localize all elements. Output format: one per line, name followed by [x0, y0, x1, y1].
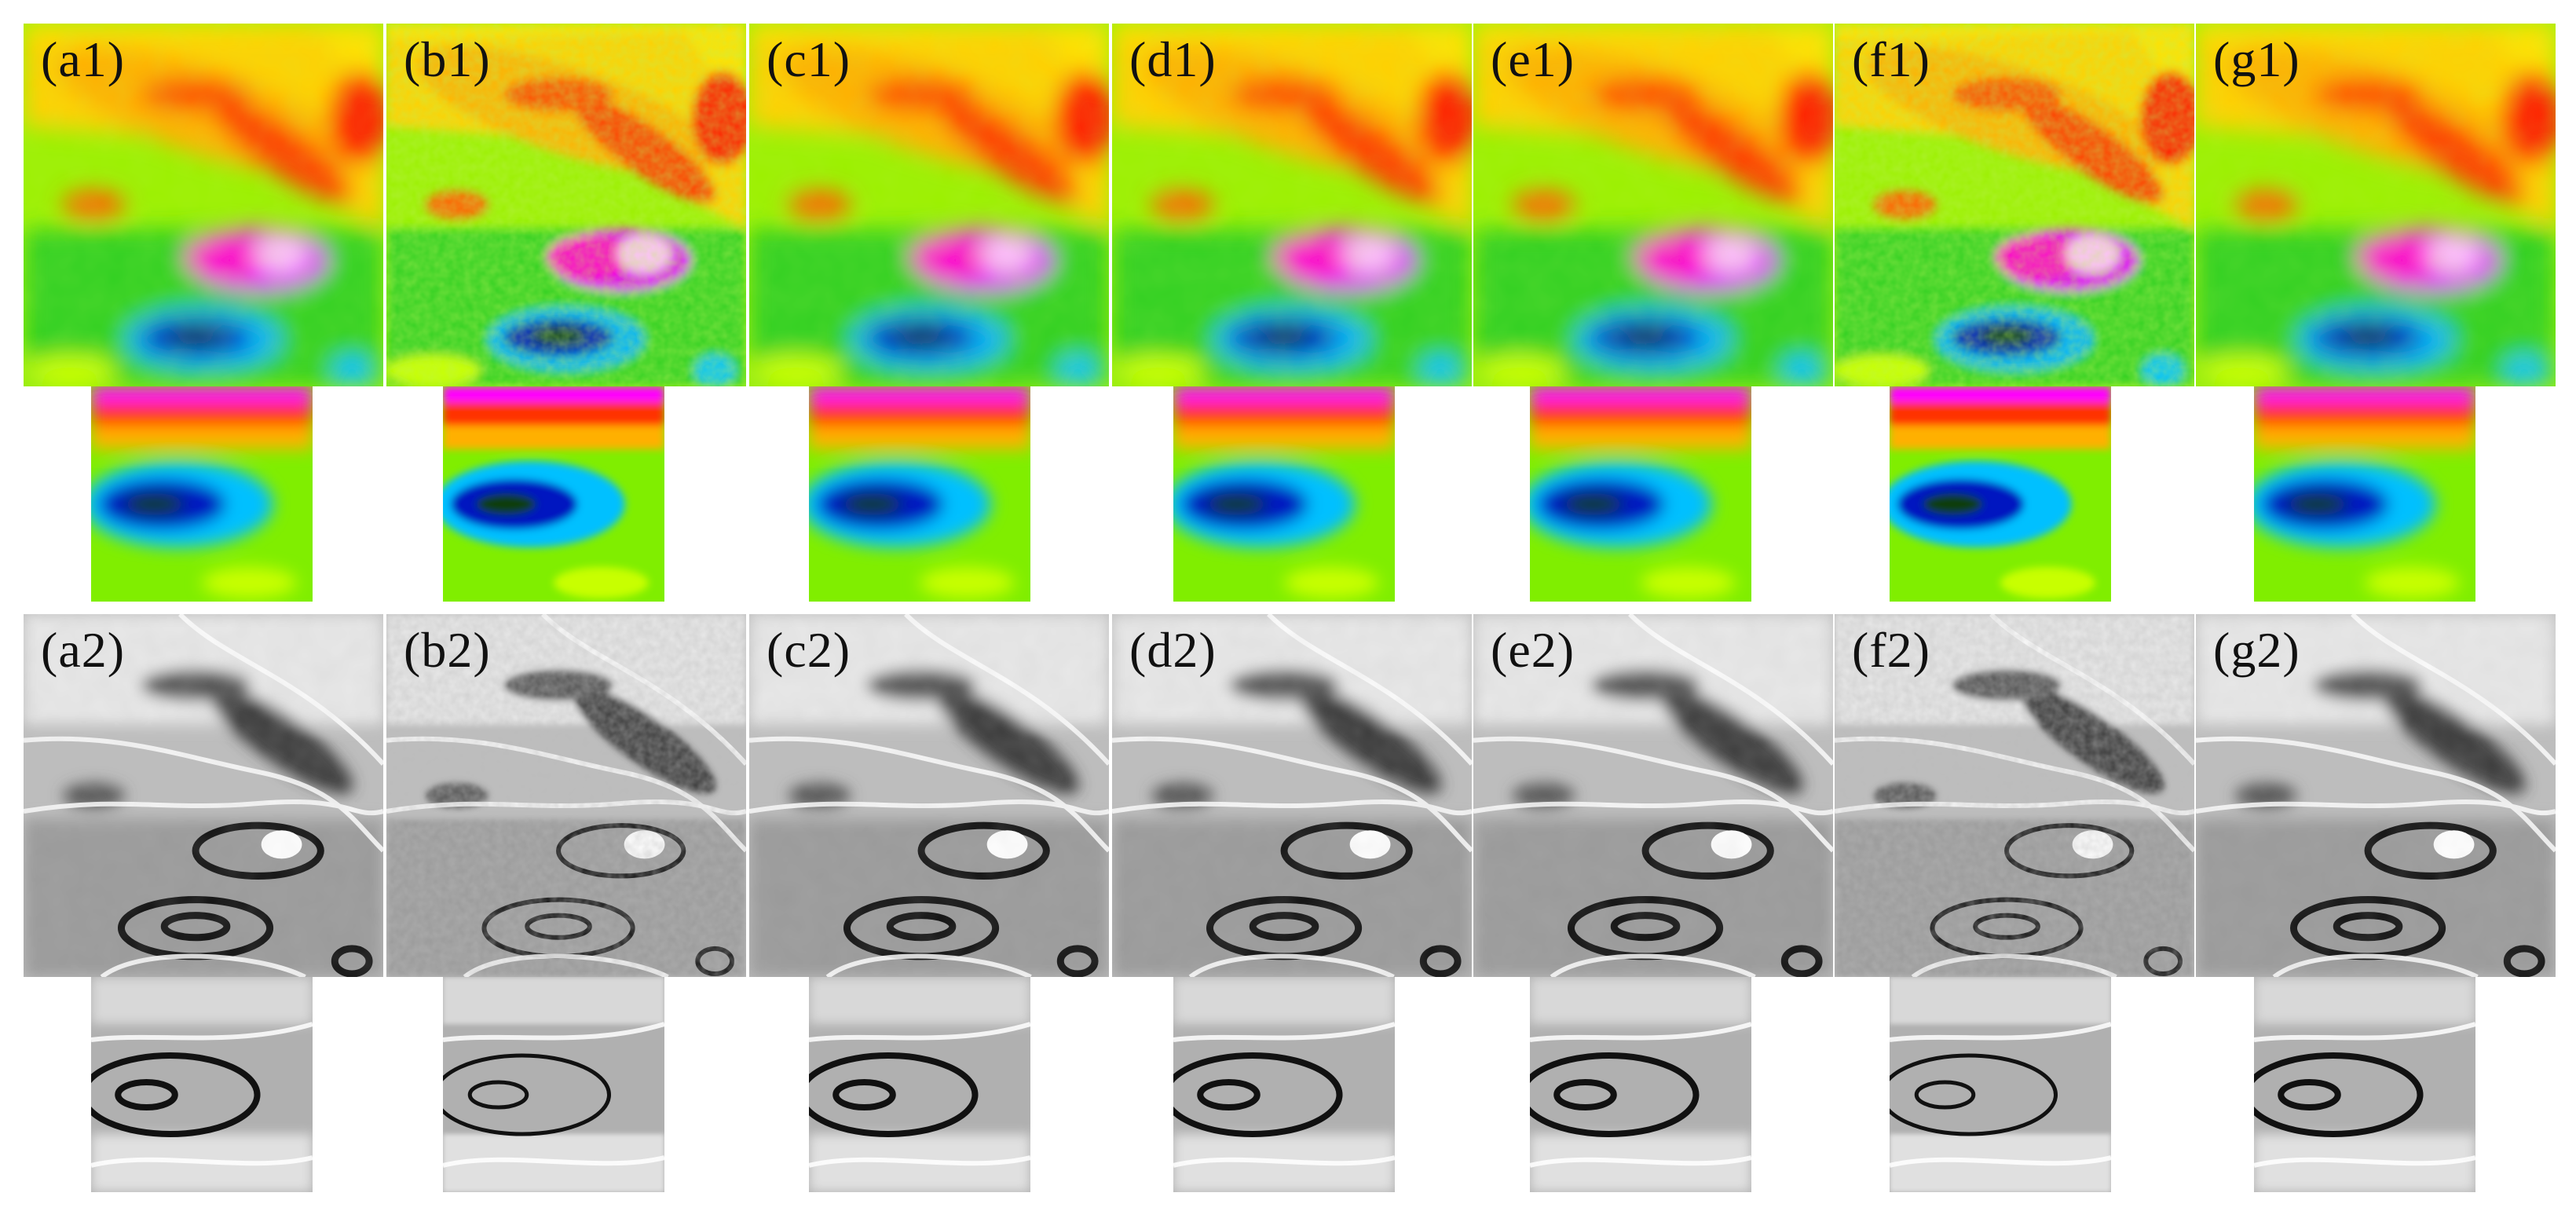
inset-f1 — [1890, 386, 2111, 602]
inset-a1 — [91, 386, 313, 602]
panel-label: (b1) — [404, 31, 491, 87]
inset-a2 — [91, 977, 313, 1192]
panel-c2: (c2) — [749, 614, 1109, 977]
panel-label: (c1) — [767, 31, 851, 87]
panel-label: (a2) — [41, 622, 126, 678]
panel-f1: (f1) — [1835, 24, 2194, 386]
panel-label: (g2) — [2213, 622, 2300, 678]
panel-label: (g1) — [2213, 31, 2300, 87]
panel-label: (f1) — [1852, 31, 1930, 87]
inset-e2 — [1530, 977, 1751, 1192]
panel-label: (f2) — [1852, 622, 1930, 678]
inset-g2 — [2254, 977, 2475, 1192]
panel-label: (b2) — [404, 622, 491, 678]
inset-f2 — [1890, 977, 2111, 1192]
inset-c2 — [809, 977, 1030, 1192]
inset-b1 — [443, 386, 664, 602]
panel-b2: (b2) — [386, 614, 746, 977]
panel-c1: (c1) — [749, 24, 1109, 386]
panel-label: (d2) — [1129, 622, 1217, 678]
panel-g2: (g2) — [2196, 614, 2556, 977]
panel-f2: (f2) — [1835, 614, 2194, 977]
inset-b2 — [443, 977, 664, 1192]
panel-e2: (e2) — [1473, 614, 1833, 977]
panel-label: (c2) — [767, 622, 851, 678]
panel-label: (e2) — [1491, 622, 1575, 678]
panel-label: (a1) — [41, 31, 126, 87]
panel-label: (d1) — [1129, 31, 1217, 87]
panel-d1: (d1) — [1112, 24, 1472, 386]
panel-b1: (b1) — [386, 24, 746, 386]
inset-d1 — [1173, 386, 1395, 602]
panel-g1: (g1) — [2196, 24, 2556, 386]
panel-a1: (a1) — [24, 24, 383, 386]
panel-d2: (d2) — [1112, 614, 1472, 977]
panel-label: (e1) — [1491, 31, 1575, 87]
inset-g1 — [2254, 386, 2475, 602]
inset-d2 — [1173, 977, 1395, 1192]
panel-e1: (e1) — [1473, 24, 1833, 386]
inset-c1 — [809, 386, 1030, 602]
panel-a2: (a2) — [24, 614, 383, 977]
inset-e1 — [1530, 386, 1751, 602]
